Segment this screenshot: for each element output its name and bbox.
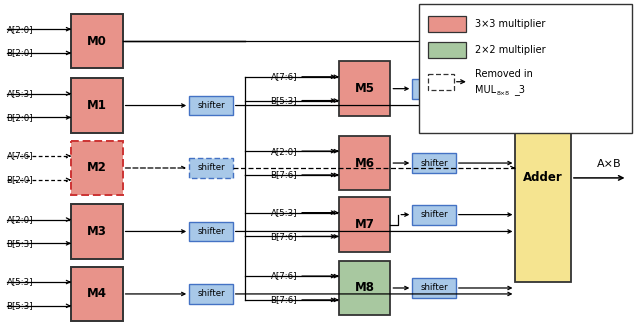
Text: M3: M3 [87, 225, 107, 238]
Text: M7: M7 [355, 218, 374, 231]
Text: A[7:6]: A[7:6] [271, 272, 297, 281]
Text: Removed in: Removed in [475, 69, 532, 79]
Text: B[2:0]: B[2:0] [6, 49, 33, 58]
Text: shifter: shifter [197, 163, 225, 173]
Text: B[2:0]: B[2:0] [6, 113, 33, 122]
Bar [189, 284, 233, 304]
Text: 2×2 multiplier: 2×2 multiplier [475, 45, 545, 55]
Text: B[5:3]: B[5:3] [271, 96, 297, 105]
Bar [412, 153, 456, 173]
Bar [419, 4, 632, 133]
Text: B[2:0]: B[2:0] [6, 176, 33, 184]
Bar [515, 74, 571, 282]
Text: A[5:3]: A[5:3] [6, 89, 33, 98]
Text: Adder: Adder [524, 172, 563, 184]
Text: M0: M0 [87, 35, 107, 48]
Text: shifter: shifter [420, 283, 448, 292]
Text: shifter: shifter [197, 227, 225, 236]
Bar [71, 204, 123, 259]
Text: 3×3 multiplier: 3×3 multiplier [475, 19, 545, 29]
Text: A[2:0]: A[2:0] [6, 25, 33, 34]
Bar [428, 74, 454, 90]
Text: M6: M6 [355, 156, 374, 170]
Bar [189, 95, 233, 116]
Text: B[5:3]: B[5:3] [6, 239, 33, 248]
Bar [412, 278, 456, 298]
Text: B[7:6]: B[7:6] [271, 232, 297, 241]
Text: A[5:3]: A[5:3] [271, 208, 297, 217]
Bar [428, 16, 466, 32]
Text: B[5:3]: B[5:3] [6, 302, 33, 310]
Text: shifter: shifter [197, 289, 225, 298]
Text: 8×8: 8×8 [497, 91, 509, 96]
Bar [339, 61, 390, 116]
Text: shifter: shifter [420, 158, 448, 168]
Text: M1: M1 [87, 99, 107, 112]
Text: M8: M8 [355, 281, 374, 294]
Text: A[7:6]: A[7:6] [6, 152, 33, 160]
Text: shifter: shifter [420, 84, 448, 93]
Bar [339, 136, 390, 190]
Text: B[7:6]: B[7:6] [271, 171, 297, 180]
Text: shifter: shifter [197, 101, 225, 110]
Text: _3: _3 [515, 84, 525, 95]
Bar [412, 79, 456, 98]
Bar [71, 78, 123, 133]
Bar [71, 267, 123, 321]
Text: M2: M2 [87, 161, 107, 175]
Text: M4: M4 [87, 287, 107, 300]
Text: shifter: shifter [420, 210, 448, 219]
Text: MUL: MUL [475, 85, 496, 95]
Text: A[7:6]: A[7:6] [271, 72, 297, 81]
Text: M5: M5 [355, 82, 374, 95]
Bar [71, 14, 123, 68]
Bar [189, 221, 233, 242]
Bar [412, 205, 456, 224]
Text: A[2:0]: A[2:0] [6, 215, 33, 224]
Text: A×B: A×B [597, 159, 622, 169]
Text: A[5:3]: A[5:3] [6, 277, 33, 286]
Bar [428, 42, 466, 58]
Bar [71, 141, 123, 195]
Bar [339, 261, 390, 315]
Text: B[7:6]: B[7:6] [271, 295, 297, 305]
Bar [339, 197, 390, 252]
Bar [189, 158, 233, 178]
Text: A[2:0]: A[2:0] [271, 147, 297, 156]
